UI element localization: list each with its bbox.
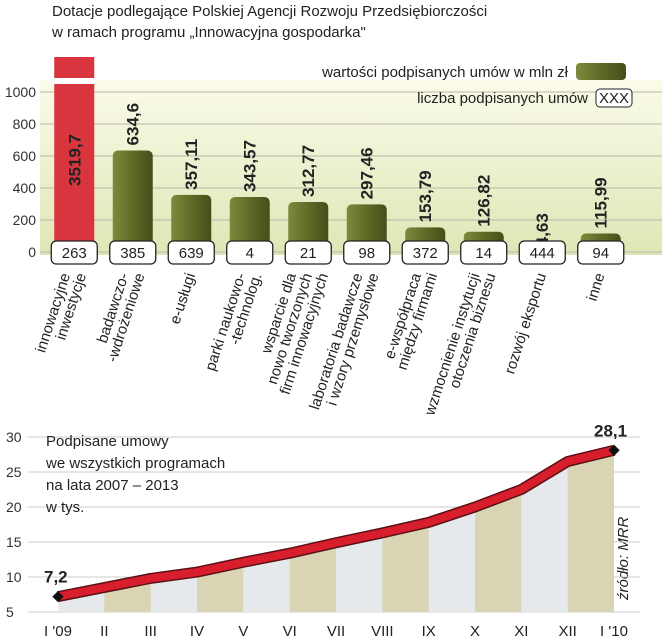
chart-title: we wszystkich programach <box>45 455 225 472</box>
y-tick-label: 30 <box>6 429 22 445</box>
count-label: 639 <box>179 245 204 262</box>
x-tick-label: VII <box>327 623 345 640</box>
x-tick-label: rozwój eksportu <box>501 271 550 376</box>
bar <box>229 197 270 252</box>
y-tick-label: 0 <box>28 244 36 260</box>
count-box <box>109 240 157 265</box>
value-label: 297,46 <box>358 147 377 199</box>
x-tick-label: IX <box>422 623 436 640</box>
area <box>58 450 614 612</box>
y-tick-label: 20 <box>6 499 22 515</box>
y-tick-label: 25 <box>6 464 22 480</box>
legend-box <box>595 88 633 108</box>
value-label: 153,79 <box>416 170 435 222</box>
count-label: 263 <box>62 245 87 262</box>
count-box <box>518 240 566 265</box>
legend-label: liczba podpisanych umów <box>417 90 588 107</box>
line <box>57 446 615 601</box>
bar <box>346 204 387 252</box>
legend-label: wartości podpisanych umów w mln zł <box>321 64 569 81</box>
x-tick-label: III <box>144 623 157 640</box>
count-box <box>577 240 625 265</box>
y-tick-label: 1000 <box>5 84 36 100</box>
marker <box>608 444 620 456</box>
bar <box>171 194 212 252</box>
y-tick-label: 10 <box>6 569 22 585</box>
y-tick-label: 800 <box>13 116 37 132</box>
count-box <box>343 240 391 265</box>
count-label: 98 <box>358 245 375 262</box>
x-tick-label: VI <box>283 623 297 640</box>
value-label: 126,82 <box>475 175 494 227</box>
x-tick-label: e-usługi <box>167 271 199 326</box>
count-box <box>226 240 274 265</box>
count-box <box>284 240 332 265</box>
x-tick-label: IV <box>190 623 204 640</box>
x-tick-label: I '10 <box>600 623 628 640</box>
bar <box>288 201 329 252</box>
x-tick-label: V <box>238 623 248 640</box>
count-label: 444 <box>530 245 555 262</box>
y-tick-label: 5 <box>6 604 14 620</box>
y-tick-label: 15 <box>6 534 22 550</box>
count-label: 372 <box>413 245 438 262</box>
x-tick-label: XI <box>514 623 528 640</box>
value-label: 28,1 <box>594 421 627 440</box>
chart-title: na lata 2007 – 2013 <box>46 477 179 494</box>
count-label: 385 <box>120 245 145 262</box>
bar <box>112 150 153 252</box>
y-tick-label: 400 <box>13 180 37 196</box>
legend-swatch <box>576 63 626 80</box>
y-tick-label: 600 <box>13 148 37 164</box>
value-label: 3519,7 <box>65 134 84 186</box>
chart-title: Podpisane umowy <box>46 433 169 450</box>
value-label: 115,99 <box>592 177 611 228</box>
marker <box>52 590 64 603</box>
count-label: 21 <box>300 245 317 262</box>
count-box <box>401 240 449 265</box>
y-tick-label: 200 <box>13 212 37 228</box>
source: źródło: MRR <box>615 516 632 601</box>
value-label: 7,2 <box>44 568 68 587</box>
x-tick-label: VIII <box>371 623 394 640</box>
count-label: 94 <box>592 245 609 262</box>
chart-title: w ramach programu „Innowacyjna gospodark… <box>51 24 366 41</box>
x-tick-label: II <box>100 623 108 640</box>
value-label: 357,11 <box>182 139 201 190</box>
bars <box>54 57 621 252</box>
x-tick-label: X <box>470 623 480 640</box>
legend-sample: XXX <box>599 90 629 107</box>
x-tick-label: inne <box>584 271 609 303</box>
x-tick-label: XII <box>558 623 576 640</box>
count-label: 14 <box>475 245 492 262</box>
chart-title: w tys. <box>45 499 84 516</box>
bar <box>54 57 95 252</box>
count-label: 4 <box>246 245 254 262</box>
x-tick-label: I '09 <box>44 623 72 640</box>
count-box <box>167 240 215 265</box>
chart-title: Dotacje podlegające Polskiej Agencji Roz… <box>52 3 487 20</box>
value-label: 343,57 <box>241 140 260 192</box>
value-label: 4,63 <box>533 213 552 246</box>
count-box <box>460 240 508 265</box>
count-box <box>50 240 98 265</box>
bar-break <box>52 78 97 84</box>
value-label: 634,6 <box>124 103 143 146</box>
value-label: 312,77 <box>299 145 318 197</box>
